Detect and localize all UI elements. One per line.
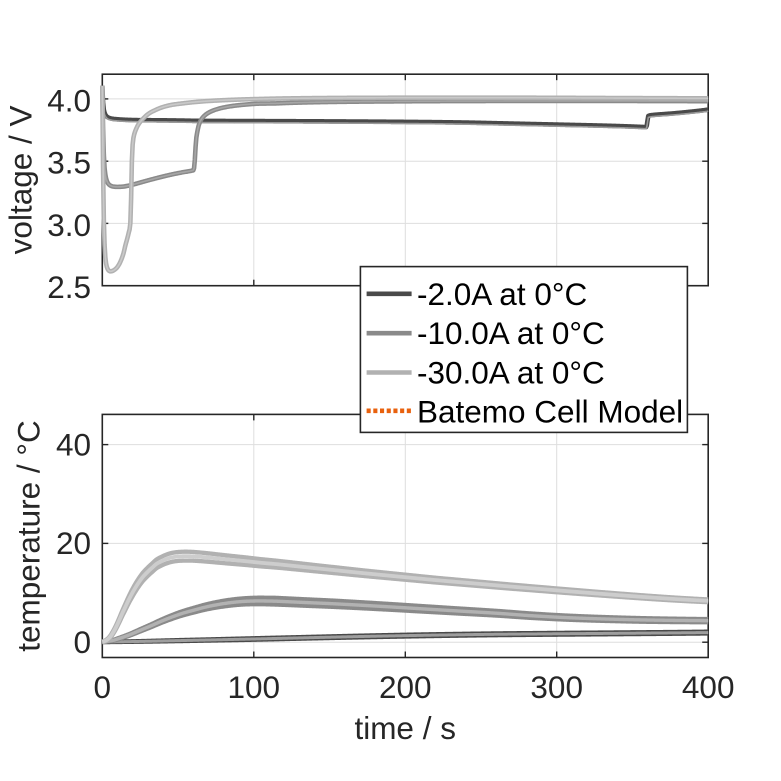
svg-text:3.5: 3.5: [47, 145, 91, 181]
svg-text:2.5: 2.5: [47, 269, 91, 305]
svg-text:time / s: time / s: [354, 710, 456, 746]
svg-text:temperature / °C: temperature / °C: [11, 420, 47, 651]
svg-text:voltage / V: voltage / V: [3, 105, 39, 254]
svg-text:-30.0A at 0°C: -30.0A at 0°C: [417, 355, 605, 391]
svg-text:3.0: 3.0: [47, 207, 91, 243]
svg-text:300: 300: [530, 669, 583, 705]
svg-text:100: 100: [228, 669, 281, 705]
svg-text:0: 0: [73, 624, 91, 660]
svg-text:4.0: 4.0: [47, 82, 91, 118]
svg-text:0: 0: [94, 669, 112, 705]
svg-text:Batemo Cell Model: Batemo Cell Model: [417, 394, 683, 430]
svg-text:200: 200: [379, 669, 432, 705]
svg-text:20: 20: [56, 525, 91, 561]
svg-text:-2.0A at 0°C: -2.0A at 0°C: [417, 276, 587, 312]
svg-text:-10.0A at 0°C: -10.0A at 0°C: [417, 315, 605, 351]
svg-text:40: 40: [56, 426, 91, 462]
svg-text:400: 400: [682, 669, 735, 705]
